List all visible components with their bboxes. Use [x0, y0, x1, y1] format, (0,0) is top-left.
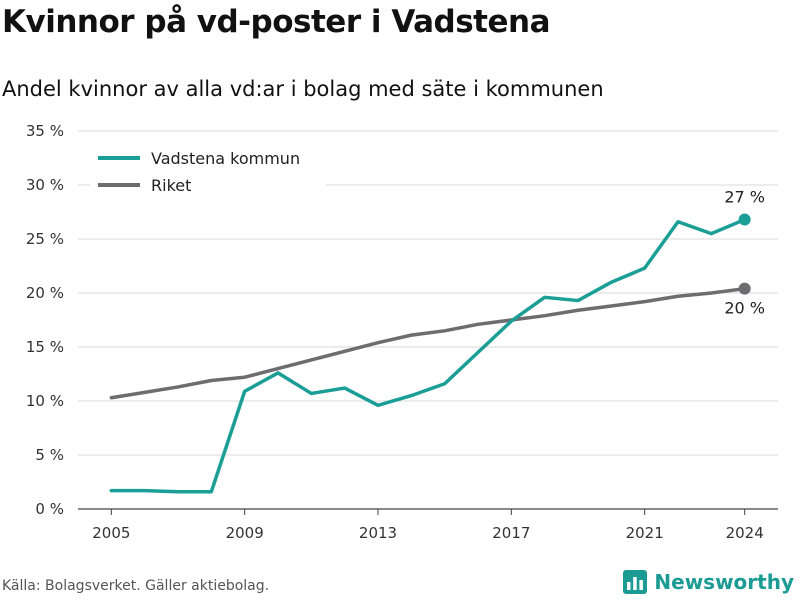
legend-label-riket: Riket: [151, 176, 191, 195]
legend-label-vadstena: Vadstena kommun: [151, 149, 300, 168]
y-tick-label: 25 %: [26, 230, 64, 248]
riket-end-label: 20 %: [724, 299, 765, 318]
riket-series-line: [109, 286, 747, 400]
x-tick-label: 2024: [726, 524, 764, 542]
bar-chart-icon: [623, 570, 648, 594]
vadstena-end-label: 27 %: [724, 188, 765, 207]
line-chart: 0 % 5 % 10 % 15 % 20 % 25 % 30 % 35 % 2005 2009 20…: [26, 122, 778, 542]
x-tick-label: 2021: [626, 524, 664, 542]
y-tick-label: 35 %: [26, 122, 64, 140]
x-tick-label: 2005: [92, 524, 130, 542]
x-tick-label: 2017: [492, 524, 530, 542]
chart-subtitle: Andel kvinnor av alla vd:ar i bolag med …: [2, 77, 604, 101]
y-tick-label: 15 %: [26, 338, 64, 356]
y-tick-label: 20 %: [26, 284, 64, 302]
x-tick-label: 2013: [359, 524, 397, 542]
riket-end-point: [738, 282, 751, 295]
y-tick-label: 5 %: [35, 446, 64, 464]
brand-name: Newsworthy: [654, 570, 794, 594]
vadstena-end-point: [738, 213, 751, 226]
axis-labels: 0 % 5 % 10 % 15 % 20 % 25 % 30 % 35 % 2005 2009 20…: [26, 122, 764, 542]
legend: Vadstena kommun Riket: [90, 140, 326, 196]
y-tick-label: 0 %: [35, 500, 64, 518]
series-lines: 27 % 20 %: [109, 188, 765, 494]
y-tick-label: 10 %: [26, 392, 64, 410]
y-tick-label: 30 %: [26, 176, 64, 194]
brand-logo[interactable]: Newsworthy: [622, 569, 794, 595]
chart-title: Kvinnor på vd-poster i Vadstena: [2, 4, 551, 40]
vadstena-series-line: [109, 217, 747, 494]
x-tick-label: 2009: [226, 524, 264, 542]
source-note: Källa: Bolagsverket. Gäller aktiebolag.: [2, 578, 270, 594]
